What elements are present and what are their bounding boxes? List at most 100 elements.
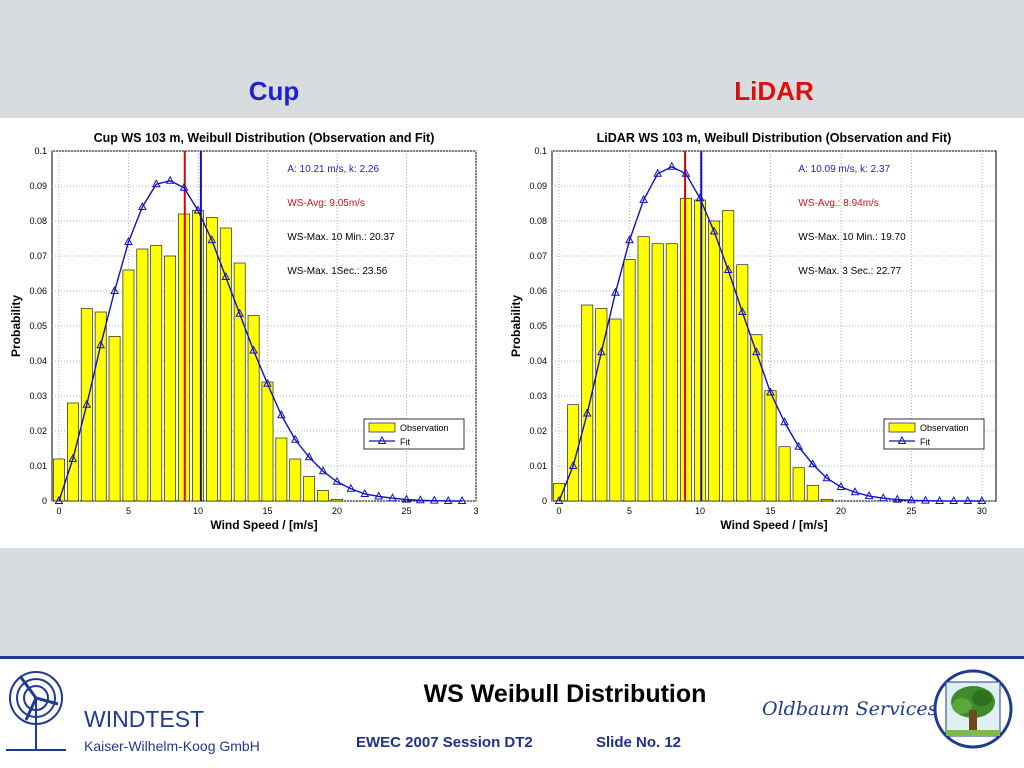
fit-point xyxy=(780,417,789,426)
fit-point xyxy=(963,495,973,504)
observation-bar xyxy=(820,498,833,502)
y-tick-label: 0.08 xyxy=(29,216,47,226)
x-tick-label: 20 xyxy=(836,506,846,516)
oak-tree-logo xyxy=(933,669,1013,749)
fit-point xyxy=(165,175,175,184)
observation-bar xyxy=(595,308,608,502)
fit-point xyxy=(346,483,356,492)
x-tick-label: 0 xyxy=(56,506,61,516)
x-axis-label: Wind Speed / [m/s] xyxy=(210,518,317,532)
observation-bar xyxy=(219,227,232,502)
observation-bar xyxy=(637,236,650,502)
legend-fit-label: Fit xyxy=(400,437,410,447)
windtest-name: WINDTEST xyxy=(84,706,205,732)
x-tick-label: 15 xyxy=(262,506,272,516)
observation-bar xyxy=(665,243,678,502)
header-band xyxy=(0,0,1024,118)
y-axis-label: Probability xyxy=(509,295,523,357)
cup-weibull-chart: 0 0.01 0.02 0.03 0.04 0.05 0.06 0.07 0.08 0.09 0.1… xyxy=(0,120,490,548)
fit-point xyxy=(752,347,761,356)
cup-panel-label: Cup xyxy=(248,76,300,106)
fit-point xyxy=(836,481,846,490)
observation-bar xyxy=(247,315,260,502)
y-tick-label: 0.01 xyxy=(529,461,547,471)
observation-bar xyxy=(164,255,177,502)
annotation-text: WS-Avg.: 8.94m/s xyxy=(798,198,878,209)
x-tick-label: 5 xyxy=(627,506,632,516)
fit-point xyxy=(582,408,592,417)
observation-bar xyxy=(53,458,65,502)
y-tick-label: 0.04 xyxy=(29,356,47,366)
fit-point xyxy=(568,460,578,469)
legend-observation-label: Observation xyxy=(920,423,969,433)
fit-point xyxy=(221,271,231,280)
fit-point xyxy=(709,226,719,235)
fit-point xyxy=(429,495,439,504)
y-tick-label: 0.02 xyxy=(529,426,547,436)
x-tick-label: 5 xyxy=(126,506,131,516)
observation-bar xyxy=(136,248,149,502)
annotation-text: WS-Max. 10 Min.: 19.70 xyxy=(798,232,906,243)
annotation-text: WS-Max. 10 Min.: 20.37 xyxy=(287,232,395,243)
fit-point xyxy=(935,495,944,504)
fit-point xyxy=(907,495,916,504)
annotation-text: WS-Max. 3 Sec.: 22.77 xyxy=(798,266,901,277)
fit-point xyxy=(290,434,300,443)
legend-observation-label: Observation xyxy=(400,423,449,433)
observation-bar xyxy=(275,437,288,502)
x-tick-label: 3 xyxy=(473,506,478,516)
observation-bar xyxy=(764,390,777,502)
fit-point xyxy=(611,287,620,296)
legend-fit-marker xyxy=(377,435,387,444)
fit-point xyxy=(179,182,189,191)
fit-point xyxy=(822,473,832,482)
y-tick-label: 0.1 xyxy=(534,146,547,156)
y-tick-label: 0.03 xyxy=(29,391,47,401)
x-tick-label: 25 xyxy=(401,506,411,516)
fit-point xyxy=(68,453,78,462)
fit-point xyxy=(249,345,258,354)
observation-bar xyxy=(108,336,121,502)
fit-point xyxy=(96,340,105,349)
lidar-panel-label: LiDAR xyxy=(734,76,814,106)
fit-point xyxy=(332,476,342,485)
y-tick-label: 0.1 xyxy=(34,146,47,156)
fit-point xyxy=(625,235,634,244)
fit-point xyxy=(318,466,328,475)
observation-bar xyxy=(553,483,565,502)
fit-point xyxy=(949,495,959,504)
fit-point xyxy=(360,488,370,497)
x-tick-label: 20 xyxy=(332,506,342,516)
legend-observation-swatch xyxy=(888,422,916,433)
y-tick-label: 0.02 xyxy=(29,426,47,436)
fit-point xyxy=(110,285,119,294)
lidar-weibull-chart: 0 0.01 0.02 0.03 0.04 0.05 0.06 0.07 0.08 0.09 0.1… xyxy=(500,120,1010,548)
observation-bar xyxy=(206,217,218,502)
observation-bar xyxy=(150,245,163,502)
fit-point xyxy=(443,495,453,504)
fit-point xyxy=(138,201,147,210)
x-axis-label: Wind Speed / [m/s] xyxy=(720,518,827,532)
y-tick-label: 0.01 xyxy=(29,461,47,471)
fit-point xyxy=(892,494,902,503)
fit-point xyxy=(457,495,467,504)
fit-point xyxy=(864,491,874,500)
observation-bar xyxy=(722,210,735,502)
fit-point xyxy=(850,487,860,496)
fit-point xyxy=(667,161,677,170)
annotation-text: A: 10.21 m/s, k: 2.26 xyxy=(287,164,379,175)
observation-bar xyxy=(94,311,107,502)
chart-title: Cup WS 103 m, Weibull Distribution (Obse… xyxy=(94,131,435,145)
footer-rule xyxy=(0,656,1024,659)
y-tick-label: 0.07 xyxy=(529,251,547,261)
fit-point xyxy=(402,494,411,503)
observation-bar xyxy=(694,199,706,502)
observation-bar xyxy=(303,476,316,502)
fit-point xyxy=(723,264,733,273)
observation-bar xyxy=(261,381,274,502)
observation-bar xyxy=(581,304,594,502)
observation-bar xyxy=(750,334,763,502)
x-tick-label: 25 xyxy=(906,506,916,516)
fit-point xyxy=(653,168,663,177)
observation-bar xyxy=(778,446,791,502)
